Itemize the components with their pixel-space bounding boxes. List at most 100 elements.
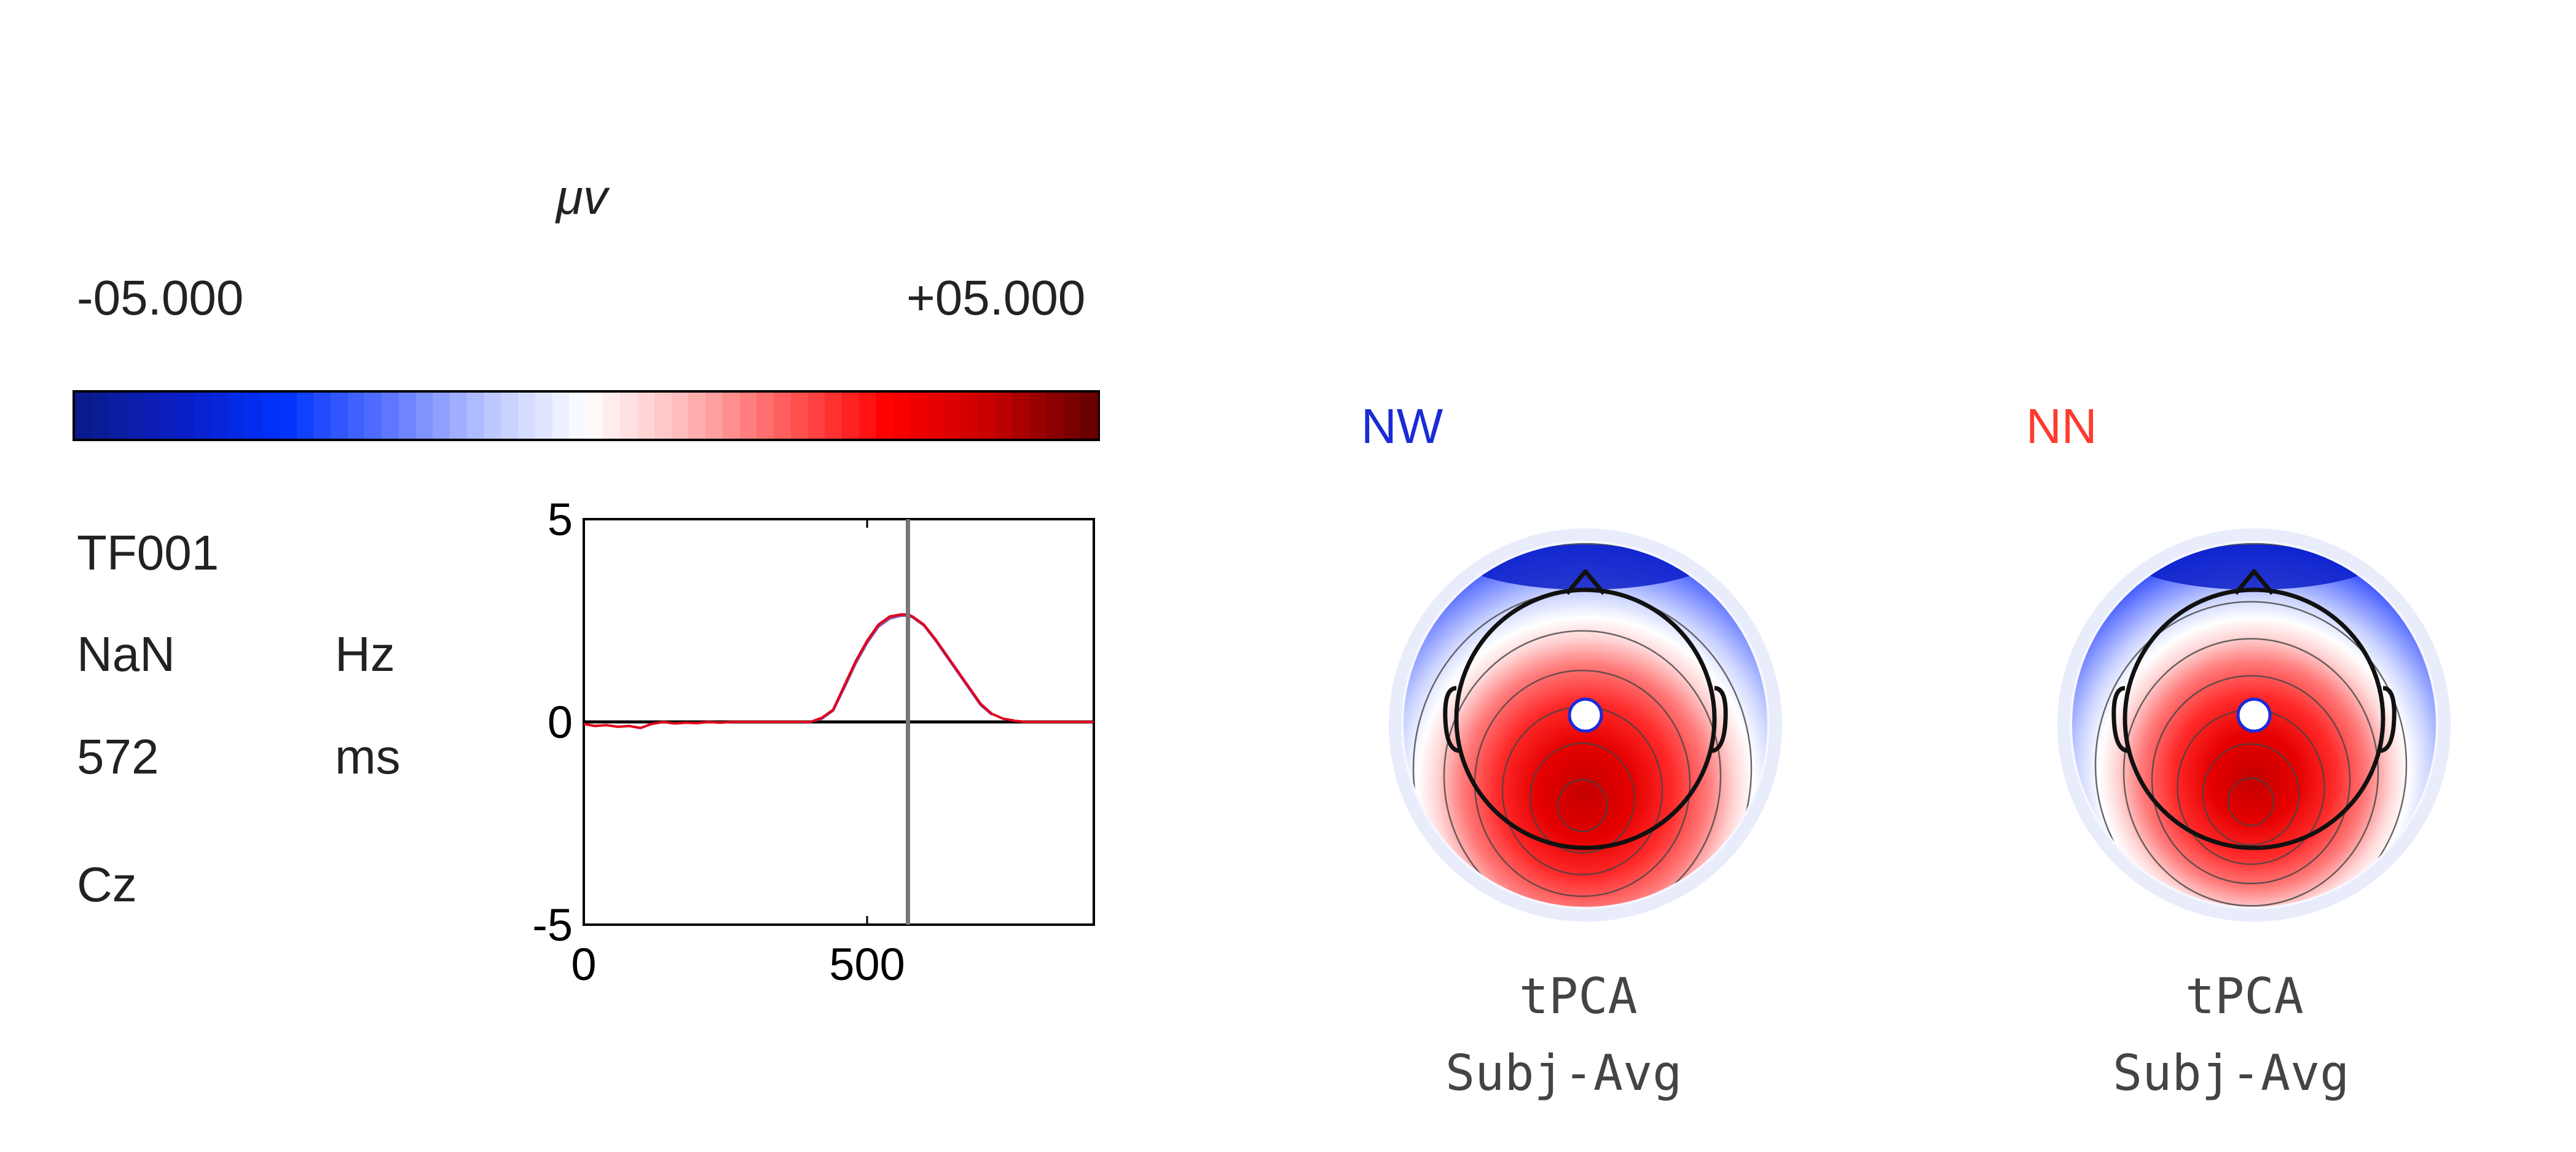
contour-line — [2122, 638, 2379, 907]
colorbar-step — [313, 393, 331, 439]
head-outline — [1454, 587, 1717, 850]
colorbar-step — [450, 393, 468, 439]
colorbar-step — [1080, 393, 1098, 439]
colorbar-unit-label: μv — [556, 170, 608, 224]
topomap-nw-caption-method: tPCA — [1519, 968, 1638, 1025]
contour-line — [2202, 743, 2300, 846]
colorbar-step — [961, 393, 979, 439]
colorbar-step — [245, 393, 263, 439]
colorbar-step — [620, 393, 638, 439]
colorbar-step — [279, 393, 297, 439]
colorbar-step — [92, 393, 110, 439]
colorbar-step — [893, 393, 911, 439]
y-tick-label: -5 — [532, 899, 573, 950]
colorbar-step — [654, 393, 672, 439]
colorbar-step — [143, 393, 161, 439]
colorbar-step — [995, 393, 1013, 439]
colorbar-step — [842, 393, 860, 439]
contour-line — [1557, 778, 1608, 833]
colorbar-max-label: +05.000 — [906, 270, 1086, 325]
colorbar-step — [876, 393, 894, 439]
topomap-nn-caption-method: tPCA — [2185, 968, 2304, 1025]
left-ear-icon — [2111, 686, 2128, 753]
electrode-marker-cz[interactable] — [1568, 697, 1603, 733]
series-line — [583, 613, 1094, 729]
contour-line — [1529, 742, 1636, 854]
contour-line — [1443, 630, 1722, 907]
right-ear-icon — [2380, 686, 2397, 753]
colorbar-step — [518, 393, 536, 439]
contour-line — [2094, 601, 2408, 907]
colorbar-step — [858, 393, 877, 439]
colorbar-step — [398, 393, 417, 439]
colorbar-step — [552, 393, 570, 439]
colorbar-step — [722, 393, 740, 439]
colorbar-step — [586, 393, 604, 439]
colorbar-step — [790, 393, 809, 439]
colorbar-step — [211, 393, 229, 439]
colorbar-step — [978, 393, 996, 439]
colorbar-step — [364, 393, 383, 439]
left-ear-icon — [1443, 686, 1459, 753]
frontal-negativity — [1444, 543, 1727, 590]
colorbar-step — [466, 393, 485, 439]
frequency-unit: Hz — [335, 627, 395, 681]
topomap-nn — [2057, 528, 2451, 922]
electrode-marker-cz[interactable] — [2236, 697, 2272, 733]
topomap-nn-caption-type: Subj-Avg — [2113, 1044, 2350, 1102]
colorbar-step — [262, 393, 280, 439]
colorbar-step — [433, 393, 450, 439]
head-outline — [2122, 587, 2386, 850]
colorbar-step — [126, 393, 144, 439]
colorbar-step — [484, 393, 502, 439]
colorbar-step — [927, 393, 945, 439]
colorbar-min-label: -05.000 — [77, 270, 244, 325]
frontal-negativity — [2113, 543, 2395, 590]
colorbar-step — [296, 393, 315, 439]
colorbar-step — [382, 393, 399, 439]
contour-line — [2227, 777, 2275, 826]
right-ear-icon — [1711, 686, 1728, 753]
colorbar-step — [160, 393, 178, 439]
nose-icon — [1565, 569, 1606, 595]
time-unit: ms — [335, 729, 401, 784]
colorbar-step — [228, 393, 246, 439]
colorbar-step — [756, 393, 774, 439]
colorbar-step — [331, 393, 348, 439]
colorbar-step — [688, 393, 706, 439]
colorbar-step — [807, 393, 826, 439]
colorbar-step — [603, 393, 621, 439]
topomap-nw-caption-type: Subj-Avg — [1445, 1044, 1683, 1102]
contour-line — [2151, 675, 2351, 885]
colorbar-step — [415, 393, 434, 439]
frequency-value: NaN — [77, 627, 176, 681]
colorbar-step — [909, 393, 928, 439]
x-tick-label: 500 — [829, 939, 905, 990]
factor-label: TF001 — [77, 525, 219, 580]
colorbar-step — [501, 393, 519, 439]
colorbar-step — [671, 393, 689, 439]
channel-label: Cz — [77, 857, 137, 912]
nose-icon — [2234, 569, 2274, 595]
colorbar-step — [194, 393, 212, 439]
colorbar-step — [774, 393, 791, 439]
colorbar-step — [1012, 393, 1030, 439]
colorbar-step — [1029, 393, 1047, 439]
colorbar-step — [569, 393, 587, 439]
time-value: 572 — [77, 729, 159, 784]
colorbar-step — [1046, 393, 1064, 439]
colorbar-step — [637, 393, 655, 439]
condition-label-nn: NN — [2026, 399, 2097, 453]
colorbar-step — [739, 393, 758, 439]
colorbar-step — [944, 393, 962, 439]
colorbar-step — [825, 393, 842, 439]
colorbar-step — [75, 393, 93, 439]
colorbar-step — [109, 393, 127, 439]
colorbar-step — [705, 393, 723, 439]
waveform-chart: 50-50 500 — [532, 494, 1095, 990]
y-tick-label: 5 — [548, 494, 573, 545]
colorbar-step — [1063, 393, 1082, 439]
colorbar-step — [347, 393, 366, 439]
colorbar-step — [535, 393, 553, 439]
condition-label-nw: NW — [1361, 399, 1443, 453]
